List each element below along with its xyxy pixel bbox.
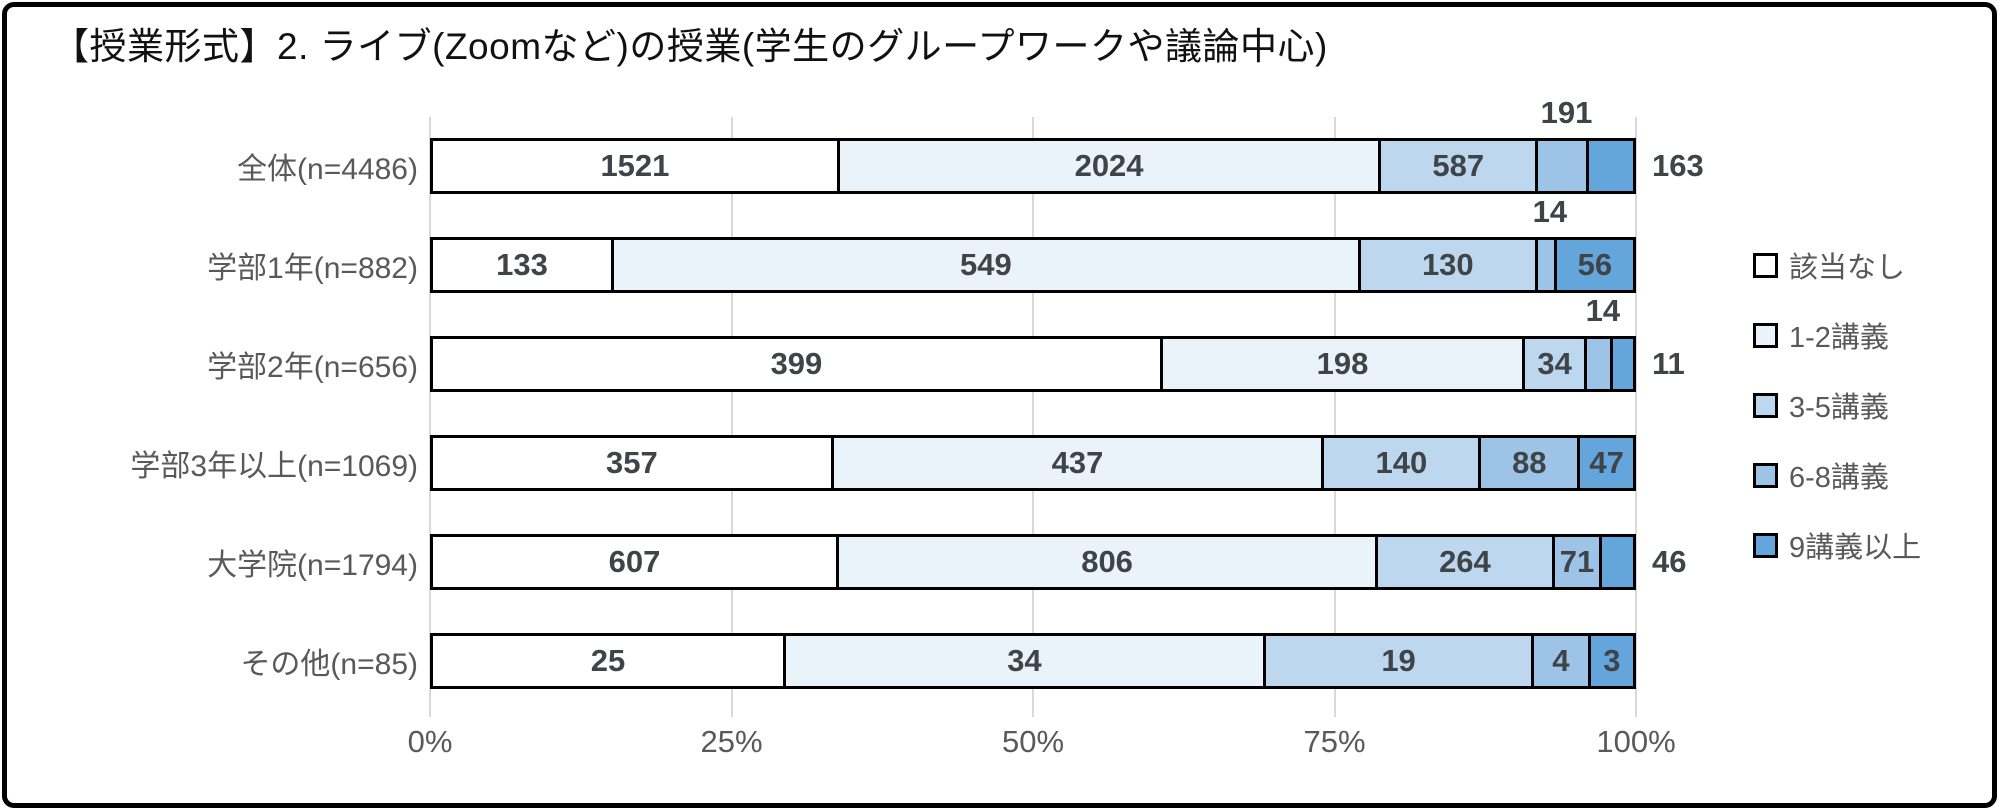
value-label: 264 bbox=[1439, 544, 1491, 579]
bar-segment-該当なし: 1521 bbox=[433, 141, 840, 191]
value-label: 2024 bbox=[1074, 148, 1144, 183]
legend-label: 1-2講義 bbox=[1789, 322, 1889, 354]
bar-segment-該当なし: 399 bbox=[433, 339, 1163, 389]
value-label: 34 bbox=[1007, 643, 1042, 678]
legend-swatch-icon bbox=[1753, 252, 1778, 278]
bar-segment-9講義以上: 56 bbox=[1556, 240, 1633, 290]
bar-segment-9講義以上 bbox=[1602, 537, 1633, 587]
value-label: 19 bbox=[1381, 643, 1416, 678]
category-label: 学部1年(n=882) bbox=[207, 252, 418, 285]
legend-item-1-2講義: 1-2講義 bbox=[1753, 314, 1889, 356]
bar-segment-1-2講義: 549 bbox=[613, 240, 1361, 290]
bar-segment-1-2講義: 34 bbox=[785, 636, 1266, 686]
x-axis-tick-label: 25% bbox=[700, 724, 763, 759]
value-label: 587 bbox=[1432, 148, 1485, 183]
category-label: 学部3年以上(n=1069) bbox=[130, 450, 418, 483]
legend-item-6-8講義: 6-8講義 bbox=[1753, 454, 1889, 496]
bar-segment-3-5講義: 264 bbox=[1378, 537, 1555, 587]
x-axis-tick-label: 75% bbox=[1303, 724, 1366, 759]
bar-segment-該当なし: 133 bbox=[433, 240, 614, 290]
bar-segment-1-2講義: 806 bbox=[839, 537, 1379, 587]
category-label: 学部2年(n=656) bbox=[207, 351, 418, 384]
bar-segment-6-8講義 bbox=[1538, 141, 1590, 191]
value-label: 34 bbox=[1537, 346, 1572, 381]
bar-segment-6-8講義: 88 bbox=[1481, 438, 1581, 488]
gridline-50% bbox=[1032, 117, 1034, 717]
category-label: その他(n=85) bbox=[240, 648, 418, 681]
legend-swatch-icon bbox=[1753, 322, 1778, 348]
bar-segment-1-2講義: 2024 bbox=[839, 141, 1382, 191]
value-label: 71 bbox=[1559, 544, 1595, 579]
bar-segment-6-8講義: 71 bbox=[1554, 537, 1603, 587]
bar-segment-3-5講義: 19 bbox=[1265, 636, 1535, 686]
legend-swatch-icon bbox=[1753, 532, 1778, 558]
value-label-above: 191 bbox=[1540, 95, 1593, 130]
value-label: 140 bbox=[1375, 445, 1428, 480]
value-label: 357 bbox=[606, 445, 658, 480]
gridline-75% bbox=[1333, 117, 1336, 717]
bar-segment-該当なし: 25 bbox=[433, 636, 786, 686]
bar-segment-6-8講義: 4 bbox=[1534, 636, 1591, 686]
value-label: 3 bbox=[1603, 643, 1621, 678]
legend-item-3-5講義: 3-5講義 bbox=[1753, 384, 1889, 426]
legend-swatch-icon bbox=[1753, 462, 1778, 488]
value-label: 1521 bbox=[600, 148, 670, 183]
x-axis-tick-label: 100% bbox=[1596, 724, 1676, 759]
legend-item-9講義以上: 9講義以上 bbox=[1753, 524, 1921, 566]
value-label: 47 bbox=[1589, 445, 1624, 480]
value-label-above: 14 bbox=[1532, 194, 1568, 229]
x-axis-tick-label: 50% bbox=[1001, 724, 1065, 759]
bar-segment-3-5講義: 140 bbox=[1324, 438, 1482, 488]
bar-segment-6-8講義 bbox=[1537, 240, 1557, 290]
value-label: 130 bbox=[1421, 247, 1474, 282]
legend-swatch-icon bbox=[1753, 392, 1778, 418]
gridline-0% bbox=[429, 117, 431, 717]
legend-label: 該当なし bbox=[1789, 252, 1906, 284]
value-label: 198 bbox=[1316, 346, 1369, 381]
category-label: 大学院(n=1794) bbox=[207, 549, 418, 582]
bar-segment-9講義以上 bbox=[1589, 141, 1633, 191]
bar-segment-6-8講義 bbox=[1587, 339, 1613, 389]
bar-row: 25 34 19 4 3 bbox=[430, 633, 1636, 689]
bar-segment-9講義以上: 47 bbox=[1580, 438, 1633, 488]
bar-segment-該当なし: 357 bbox=[433, 438, 834, 488]
legend-label: 6-8講義 bbox=[1789, 462, 1889, 494]
bar-segment-3-5講義: 130 bbox=[1360, 240, 1538, 290]
gridline-25% bbox=[730, 117, 733, 717]
value-label-above: 14 bbox=[1585, 293, 1621, 328]
bar-row: 607 806 264 71 bbox=[430, 534, 1636, 590]
bar-segment-3-5講義: 34 bbox=[1525, 339, 1588, 389]
chart-title: 【授業形式】2. ライブ(Zoomなど)の授業(学生のグループワークや議論中心) bbox=[52, 26, 1328, 67]
bar-row: 357 437 140 88 47 bbox=[430, 435, 1636, 491]
value-label: 133 bbox=[496, 247, 548, 282]
value-label: 437 bbox=[1051, 445, 1104, 480]
value-label: 549 bbox=[960, 247, 1012, 282]
legend-label: 3-5講義 bbox=[1789, 392, 1889, 424]
value-label-right: 11 bbox=[1652, 346, 1685, 381]
value-label: 399 bbox=[770, 346, 823, 381]
bar-row: 133 549 130 56 bbox=[430, 237, 1636, 293]
bar-segment-3-5講義: 587 bbox=[1381, 141, 1539, 191]
value-label: 607 bbox=[608, 544, 661, 579]
bar-segment-該当なし: 607 bbox=[433, 537, 840, 587]
bar-segment-9講義以上: 3 bbox=[1590, 636, 1633, 686]
legend-item-該当なし: 該当なし bbox=[1753, 244, 1905, 286]
bar-row: 1521 2024 587 bbox=[430, 138, 1636, 194]
value-label-right: 46 bbox=[1652, 544, 1687, 579]
value-label-right: 163 bbox=[1652, 148, 1704, 183]
value-label: 25 bbox=[590, 643, 626, 678]
bar-row: 399 198 34 bbox=[430, 336, 1636, 392]
category-label: 全体(n=4486) bbox=[237, 153, 418, 186]
bar-segment-9講義以上 bbox=[1612, 339, 1633, 389]
value-label: 4 bbox=[1552, 643, 1570, 678]
value-label: 88 bbox=[1512, 445, 1547, 480]
bar-segment-1-2講義: 198 bbox=[1162, 339, 1526, 389]
bar-segment-1-2講義: 437 bbox=[833, 438, 1325, 488]
value-label: 806 bbox=[1081, 544, 1133, 579]
legend-label: 9講義以上 bbox=[1789, 532, 1922, 564]
gridline-100% bbox=[1635, 117, 1637, 717]
x-axis-tick-label: 0% bbox=[407, 724, 453, 759]
value-label: 56 bbox=[1577, 247, 1613, 282]
